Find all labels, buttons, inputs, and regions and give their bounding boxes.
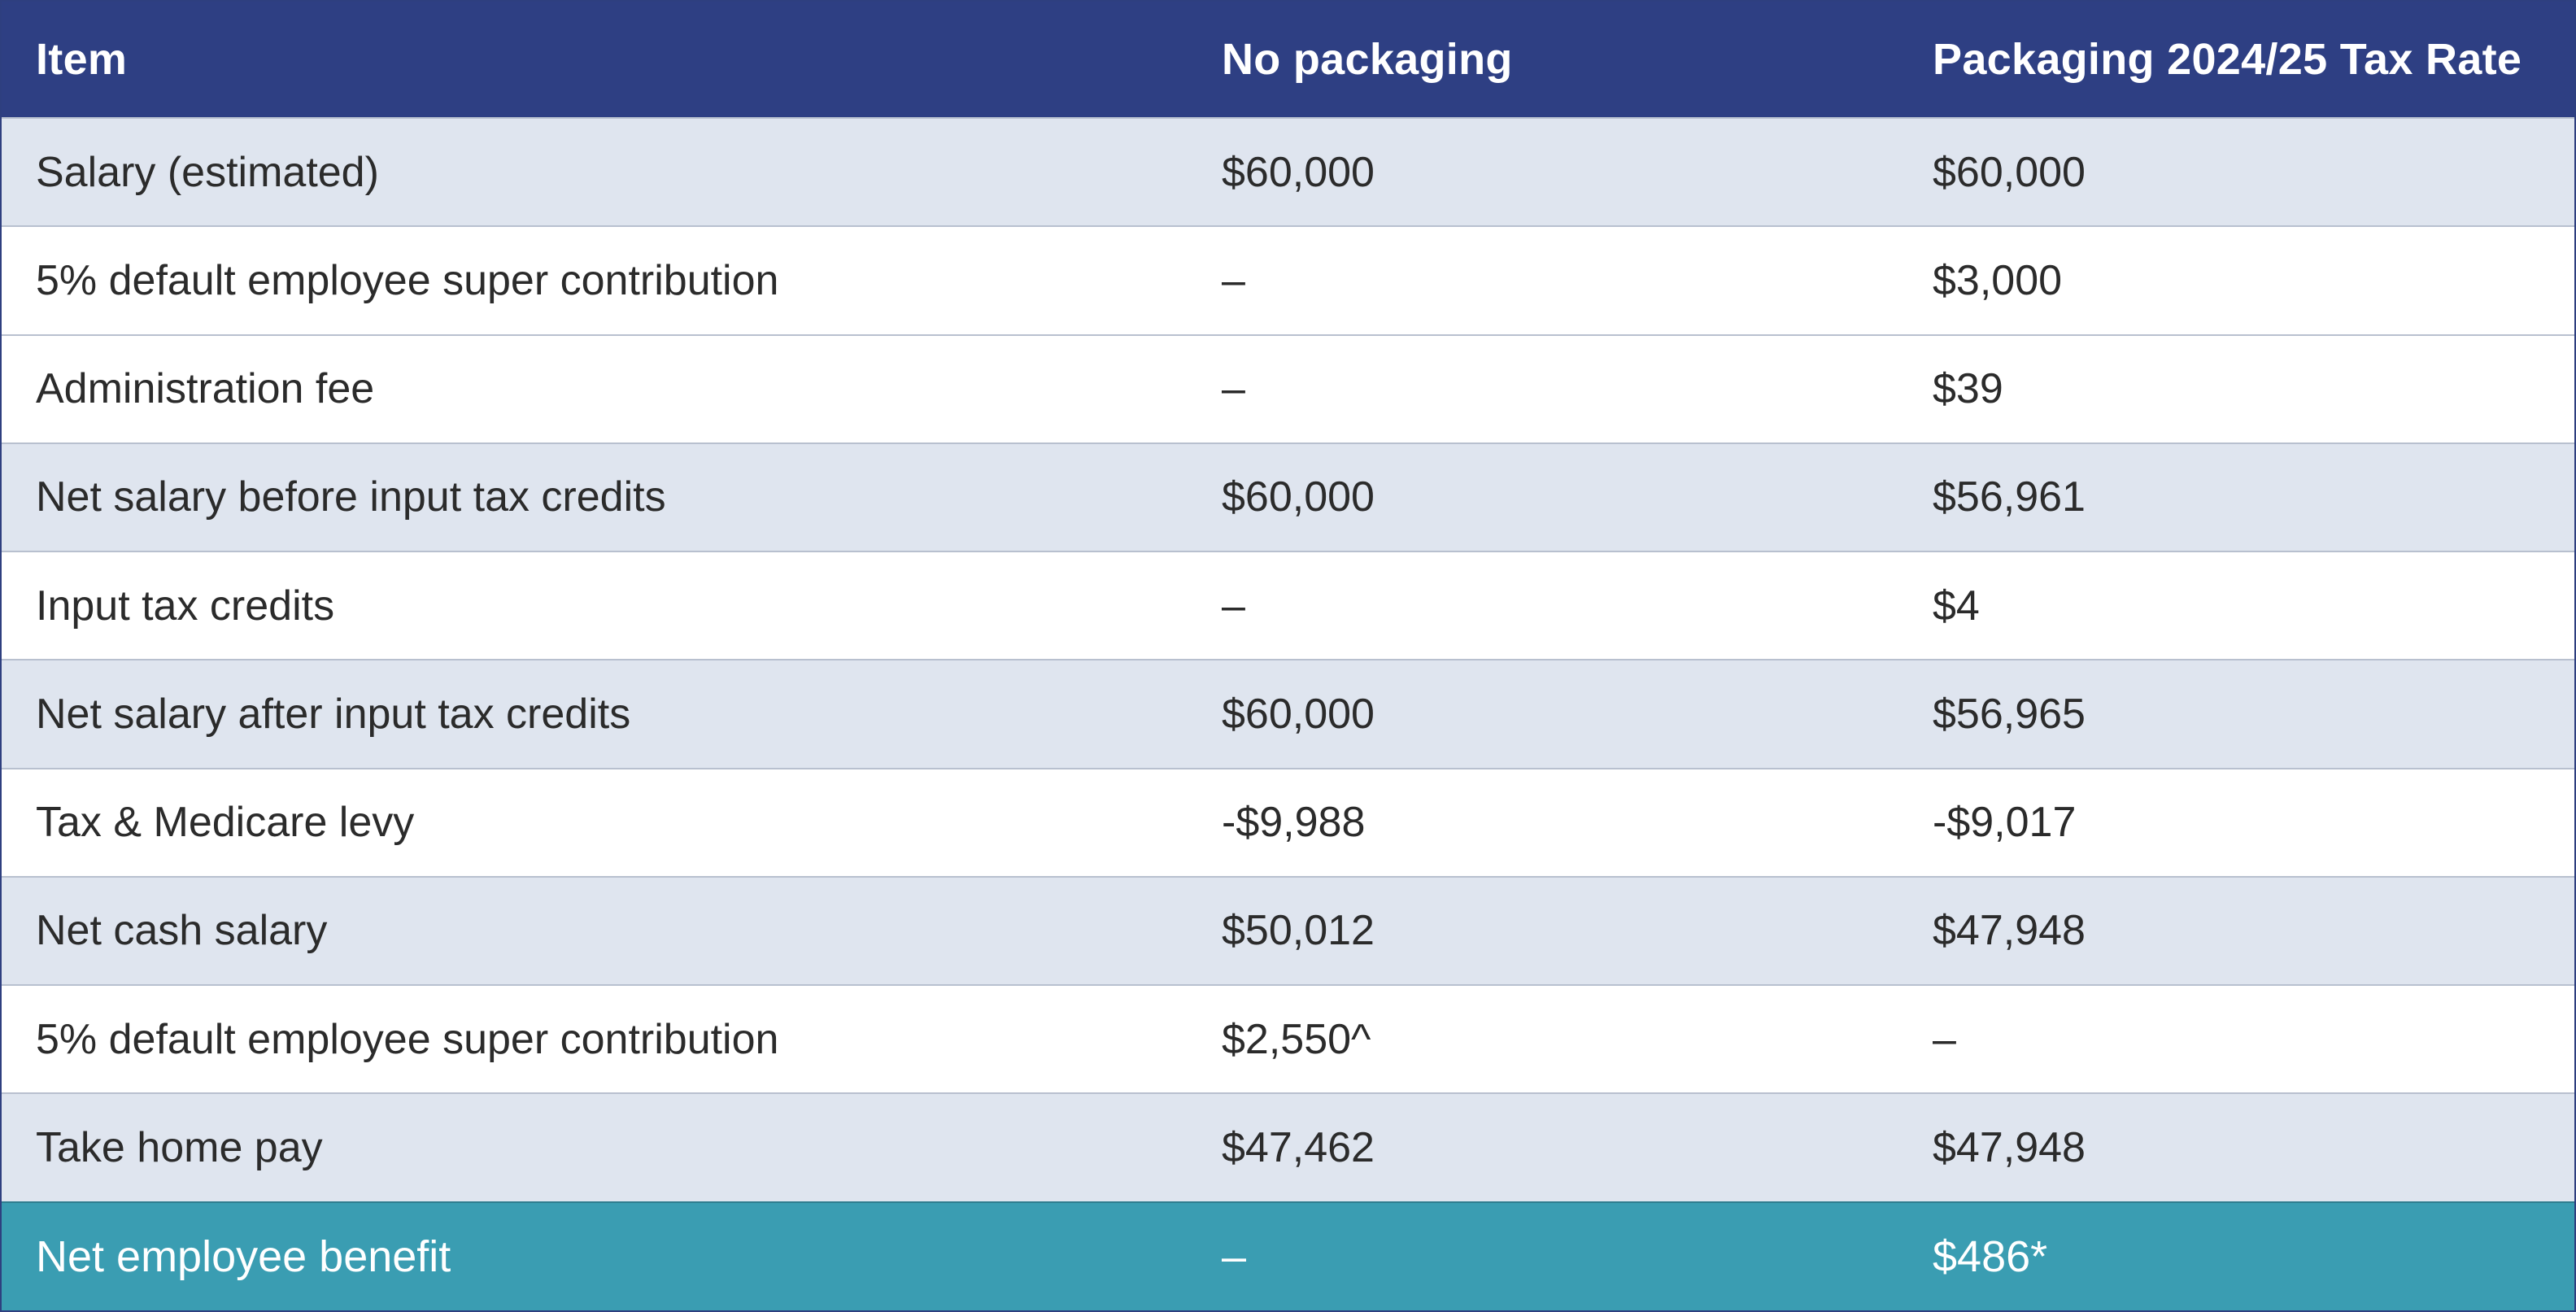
total-packaging: $486* [1898,1201,2574,1310]
row-packaging: $47,948 [1898,875,2574,986]
row-packaging: $47,948 [1898,1092,2574,1202]
net-benefit-row: Net employee benefit – $486* [2,1201,2574,1310]
row-no-packaging: $50,012 [1188,875,1898,986]
row-packaging: $3,000 [1898,225,2574,335]
table-row: 5% default employee super contribution –… [2,225,2574,335]
row-no-packaging: $47,462 [1188,1092,1898,1202]
header-packaging: Packaging 2024/25 Tax Rate [1898,2,2574,118]
table-row: Net salary after input tax credits $60,0… [2,659,2574,769]
row-packaging: -$9,017 [1898,767,2574,877]
row-item: Take home pay [2,1092,1188,1202]
row-packaging: $56,961 [1898,442,2574,552]
table-row: Take home pay $47,462 $47,948 [2,1092,2574,1202]
row-packaging: $4 [1898,551,2574,660]
row-item: Net salary after input tax credits [2,659,1188,769]
header-no-packaging: No packaging [1188,2,1898,118]
header-item: Item [2,2,1188,118]
table-row: Input tax credits – $4 [2,551,2574,660]
row-no-packaging: $60,000 [1188,442,1898,552]
row-item: 5% default employee super contribution [2,984,1188,1094]
row-no-packaging: $2,550^ [1188,984,1898,1094]
row-no-packaging: – [1188,333,1898,443]
row-packaging: $56,965 [1898,659,2574,769]
row-packaging: – [1898,984,2574,1094]
table-row: Tax & Medicare levy -$9,988 -$9,017 [2,767,2574,877]
row-item: Tax & Medicare levy [2,767,1188,877]
row-item: Administration fee [2,333,1188,443]
table-row: Salary (estimated) $60,000 $60,000 [2,116,2574,227]
table-row: 5% default employee super contribution $… [2,984,2574,1094]
row-no-packaging: – [1188,225,1898,335]
row-no-packaging: -$9,988 [1188,767,1898,877]
row-item: Net salary before input tax credits [2,442,1188,552]
row-item: Input tax credits [2,551,1188,660]
row-no-packaging: $60,000 [1188,659,1898,769]
table-row: Net salary before input tax credits $60,… [2,442,2574,552]
total-no-packaging: – [1188,1201,1898,1310]
row-no-packaging: $60,000 [1188,116,1898,227]
row-item: 5% default employee super contribution [2,225,1188,335]
row-item: Salary (estimated) [2,116,1188,227]
table-row: Net cash salary $50,012 $47,948 [2,875,2574,986]
table-header-row: Item No packaging Packaging 2024/25 Tax … [2,2,2574,118]
row-packaging: $39 [1898,333,2574,443]
row-item: Net cash salary [2,875,1188,986]
row-packaging: $60,000 [1898,116,2574,227]
total-item: Net employee benefit [2,1201,1188,1310]
table-row: Administration fee – $39 [2,333,2574,443]
row-no-packaging: – [1188,551,1898,660]
